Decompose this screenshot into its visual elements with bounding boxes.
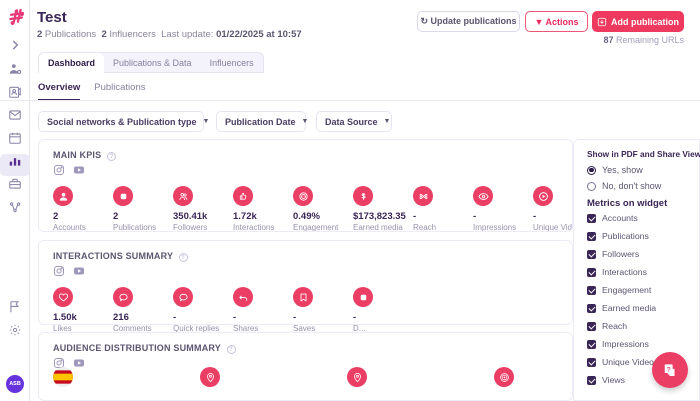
- svg-text:?: ?: [667, 366, 671, 373]
